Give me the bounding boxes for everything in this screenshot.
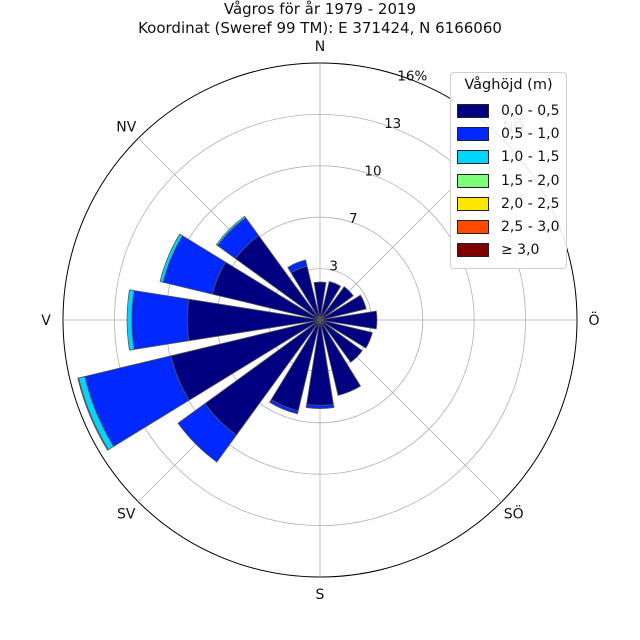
bar-NNÖ-0,0 - 0,5 xyxy=(319,281,342,321)
bar-NNV-0,5 - 1,0 xyxy=(287,259,308,274)
bar-ÖNÖ-0,0 - 0,5 xyxy=(319,294,367,321)
legend-label: 0,0 - 0,5 xyxy=(501,102,560,119)
bar-SSÖ-0,0 - 0,5 xyxy=(319,319,362,396)
bar-NV-1,0 - 1,5 xyxy=(215,215,247,247)
legend-swatch xyxy=(457,150,489,165)
legend-swatch xyxy=(457,126,489,141)
compass-label-V: V xyxy=(41,313,51,329)
legend-entry: 2,0 - 2,5 xyxy=(457,192,560,215)
radial-tick-label: 13 xyxy=(384,116,401,132)
bar-VNV-1,0 - 1,5 xyxy=(159,233,184,283)
compass-label-SÖ: SÖ xyxy=(504,505,524,523)
legend-swatch xyxy=(457,103,489,118)
legend-entry: 0,0 - 0,5 xyxy=(457,99,560,122)
legend-title: Våghöjd (m) xyxy=(464,77,553,93)
legend-label: 2,5 - 3,0 xyxy=(501,219,560,236)
legend-label: 2,0 - 2,5 xyxy=(501,195,560,212)
radial-tick-label: 7 xyxy=(349,211,358,227)
radial-tick-label: 16% xyxy=(397,69,427,85)
legend-entries: 0,0 - 0,5 0,5 - 1,0 1,0 - 1,5 1,5 - 2,0 2,0 … xyxy=(457,99,560,262)
bar-V-1,0 - 1,5 xyxy=(126,289,135,351)
legend-entry: 0,5 - 1,0 xyxy=(457,122,560,145)
legend: Våghöjd (m) 0,0 - 0,5 0,5 - 1,0 1,0 - 1,5 1… xyxy=(450,72,567,270)
legend-label: 1,5 - 2,0 xyxy=(501,172,560,189)
legend-label: 1,0 - 1,5 xyxy=(501,149,560,166)
legend-label: 0,5 - 1,0 xyxy=(501,125,560,142)
legend-entry: 2,5 - 3,0 xyxy=(457,215,560,238)
legend-entry: 1,0 - 1,5 xyxy=(457,146,560,169)
legend-entry: 1,5 - 2,0 xyxy=(457,169,560,192)
legend-label: ≥ 3,0 xyxy=(501,242,540,259)
legend-swatch xyxy=(457,196,489,211)
bar-N-0,0 - 0,5 xyxy=(313,281,327,321)
bars-layer xyxy=(77,215,378,463)
compass-label-Ö: Ö xyxy=(588,311,599,329)
legend-swatch xyxy=(457,220,489,235)
radial-tick-label: 3 xyxy=(329,259,338,275)
chart-subtitle: Koordinat (Sweref 99 TM): E 371424, N 61… xyxy=(138,19,502,37)
compass-label-NV: NV xyxy=(116,119,136,135)
bar-NÖ-0,0 - 0,5 xyxy=(319,286,354,321)
bar-ÖSÖ-0,0 - 0,5 xyxy=(319,319,373,349)
legend-swatch xyxy=(457,173,489,188)
legend-swatch xyxy=(457,243,489,258)
labels-layer: NNÖÖSÖSSVVNV37101316% xyxy=(41,39,599,603)
legend-entry: ≥ 3,0 xyxy=(457,239,560,262)
bar-SÖ-0,0 - 0,5 xyxy=(319,319,363,363)
bar-S-0,5 - 1,0 xyxy=(305,403,335,409)
radial-tick-label: 10 xyxy=(364,164,381,180)
compass-label-N: N xyxy=(315,39,325,55)
compass-label-SV: SV xyxy=(117,507,136,523)
bar-V-0,5 - 1,0 xyxy=(131,290,190,350)
bar-SSV-0,5 - 1,0 xyxy=(269,399,299,415)
bar-VSV-1,5 - 2,0 xyxy=(77,377,109,451)
chart-title: Vågros för år 1979 - 2019 xyxy=(223,0,417,18)
compass-label-S: S xyxy=(316,587,325,603)
bar-SV-0,5 - 1,0 xyxy=(177,403,237,463)
bar-Ö-0,0 - 0,5 xyxy=(319,310,378,330)
